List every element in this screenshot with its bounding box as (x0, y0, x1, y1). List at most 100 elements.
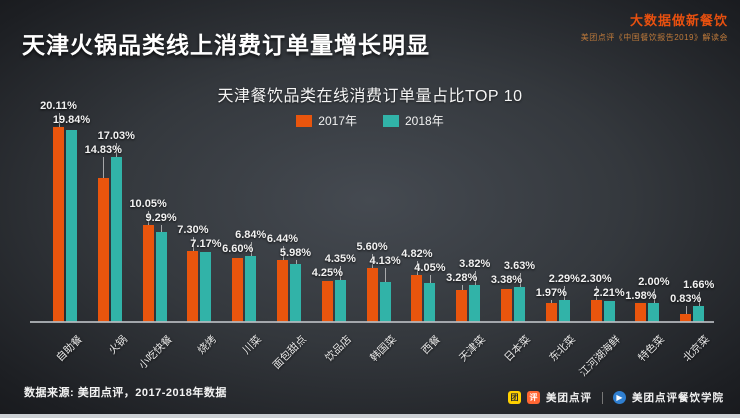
bar-2018年-特色菜 (648, 302, 660, 322)
label-leader-line (564, 285, 566, 300)
brand-right-label: 美团点评餐饮学院 (632, 392, 724, 404)
value-label-2017年-特色菜: 1.98% (625, 289, 657, 302)
value-label-2018年-西餐: 4.05% (414, 262, 446, 275)
value-label-2018年-天津菜: 3.82% (459, 257, 491, 270)
category-label-特色菜: 特色菜 (636, 333, 668, 365)
bar-2018年-川菜 (245, 255, 257, 322)
meituan-logo-icon: 团 (508, 391, 521, 404)
corner-title: 大数据做新餐饮 (629, 13, 728, 28)
value-label-2018年-面包甜点: 5.98% (279, 246, 312, 259)
label-leader-line (116, 142, 118, 157)
label-leader-line (340, 265, 342, 280)
bar-2017年-烧烤 (187, 251, 199, 322)
category-label-西餐: 西餐 (419, 333, 444, 357)
legend-label-2017: 2017年 (318, 114, 357, 128)
bar-2018年-火锅 (110, 156, 122, 322)
value-label-2017年-面包甜点: 6.44% (266, 232, 299, 245)
category-label-东北菜: 东北菜 (546, 333, 578, 365)
label-leader-line (698, 291, 700, 306)
label-leader-line (653, 288, 655, 303)
value-label-2017年-饮品店: 4.25% (311, 266, 343, 279)
bar-2017年-韩国菜 (366, 267, 378, 322)
value-label-2017年-日本菜: 3.38% (490, 273, 523, 286)
bottom-edge-strip (0, 414, 740, 418)
bar-2018年-北京菜 (693, 305, 705, 322)
academy-logo-icon: ▶ (613, 391, 626, 404)
category-label-天津菜: 天津菜 (457, 333, 489, 365)
label-leader-line (148, 210, 150, 225)
brand-divider (602, 391, 603, 404)
value-label-2017年-川菜: 6.60% (222, 242, 254, 255)
category-label-面包甜点: 面包甜点 (270, 333, 309, 372)
dianping-logo-icon: 评 (527, 391, 540, 404)
page-title: 天津火锅品类线上消费订单量增长明显 (22, 32, 430, 58)
value-label-2017年-北京菜: 0.83% (670, 292, 702, 305)
value-label-2018年-小吃快餐: 9.29% (145, 211, 177, 224)
category-label-川菜: 川菜 (240, 333, 265, 357)
bar-2017年-日本菜 (501, 289, 512, 322)
value-label-2018年-特色菜: 2.00% (638, 275, 670, 288)
bar-2017年-小吃快餐 (142, 224, 154, 322)
value-label-2018年-饮品店: 4.35% (324, 252, 356, 265)
bar-2017年-饮品店 (321, 280, 333, 322)
category-label-韩国菜: 韩国菜 (367, 333, 399, 365)
label-leader-line (551, 299, 553, 303)
label-leader-line (596, 285, 598, 300)
bar-2017年-火锅 (97, 178, 109, 322)
label-leader-line (250, 241, 252, 256)
label-leader-line (416, 261, 418, 276)
label-leader-line (429, 275, 431, 283)
label-leader-line (474, 270, 476, 285)
data-source-note: 数据来源: 美团点评，2017-2018年数据 (24, 387, 227, 399)
bar-2018年-自助餐 (66, 129, 77, 322)
label-leader-line (161, 224, 163, 232)
chart-title: 天津餐饮品类在线消费订单量占比TOP 10 (217, 88, 523, 105)
value-label-2018年-自助餐: 19.84% (52, 113, 91, 126)
legend-chip-2017 (296, 114, 313, 127)
x-axis-line (30, 321, 714, 323)
value-label-2017年-西餐: 4.82% (401, 248, 433, 261)
value-label-2018年-烧烤: 7.17% (190, 238, 222, 251)
bar-2017年-北京菜 (680, 313, 692, 322)
value-label-2018年-北京菜: 1.66% (683, 278, 715, 291)
bar-2017年-江河湖海鲜 (590, 299, 602, 322)
value-label-2018年-东北菜: 2.29% (548, 272, 580, 285)
value-label-2017年-东北菜: 1.97% (535, 286, 567, 299)
bar-2017年-川菜 (232, 257, 244, 322)
brand-row: 团 评 美团点评 ▶ 美团点评餐饮学院 (508, 390, 724, 405)
bar-2018年-烧烤 (200, 252, 212, 322)
label-leader-line (385, 267, 387, 282)
category-label-江河湖海鲜: 江河湖海鲜 (576, 333, 623, 380)
label-leader-line (685, 305, 687, 314)
legend-chip-2018 (383, 114, 399, 127)
value-label-2017年-火锅: 14.83% (84, 143, 122, 156)
corner-subtitle: 美团点评《中国餐饮报告2019》解读会 (580, 33, 728, 42)
value-label-2017年-烧烤: 7.30% (177, 224, 209, 237)
value-label-2018年-韩国菜: 4.13% (369, 254, 401, 267)
category-label-小吃快餐: 小吃快餐 (136, 333, 175, 372)
value-label-2018年-川菜: 6.84% (235, 228, 267, 241)
bar-2018年-小吃快餐 (155, 231, 167, 322)
bar-2018年-饮品店 (334, 279, 346, 322)
value-label-2017年-江河湖海鲜: 2.30% (580, 272, 612, 285)
brand-left-label: 美团点评 (546, 392, 592, 404)
label-leader-line (461, 284, 463, 291)
bar-2017年-面包甜点 (277, 259, 288, 322)
bar-2018年-日本菜 (514, 286, 525, 322)
label-leader-line (58, 112, 60, 127)
value-label-2017年-小吃快餐: 10.05% (129, 197, 167, 210)
category-label-自助餐: 自助餐 (54, 333, 85, 365)
category-label-烧烤: 烧烤 (195, 333, 220, 357)
value-label-2017年-韩国菜: 5.60% (356, 240, 388, 253)
label-leader-line (372, 253, 374, 268)
bar-2017年-特色菜 (635, 302, 647, 322)
label-leader-line (192, 237, 194, 252)
value-label-2018年-日本菜: 3.63% (503, 259, 536, 272)
category-label-北京菜: 北京菜 (681, 333, 713, 365)
bar-2018年-面包甜点 (290, 263, 301, 322)
label-leader-line (295, 259, 297, 264)
bar-2017年-东北菜 (545, 302, 557, 322)
bar-2018年-韩国菜 (379, 281, 391, 322)
category-label-火锅: 火锅 (106, 333, 130, 357)
